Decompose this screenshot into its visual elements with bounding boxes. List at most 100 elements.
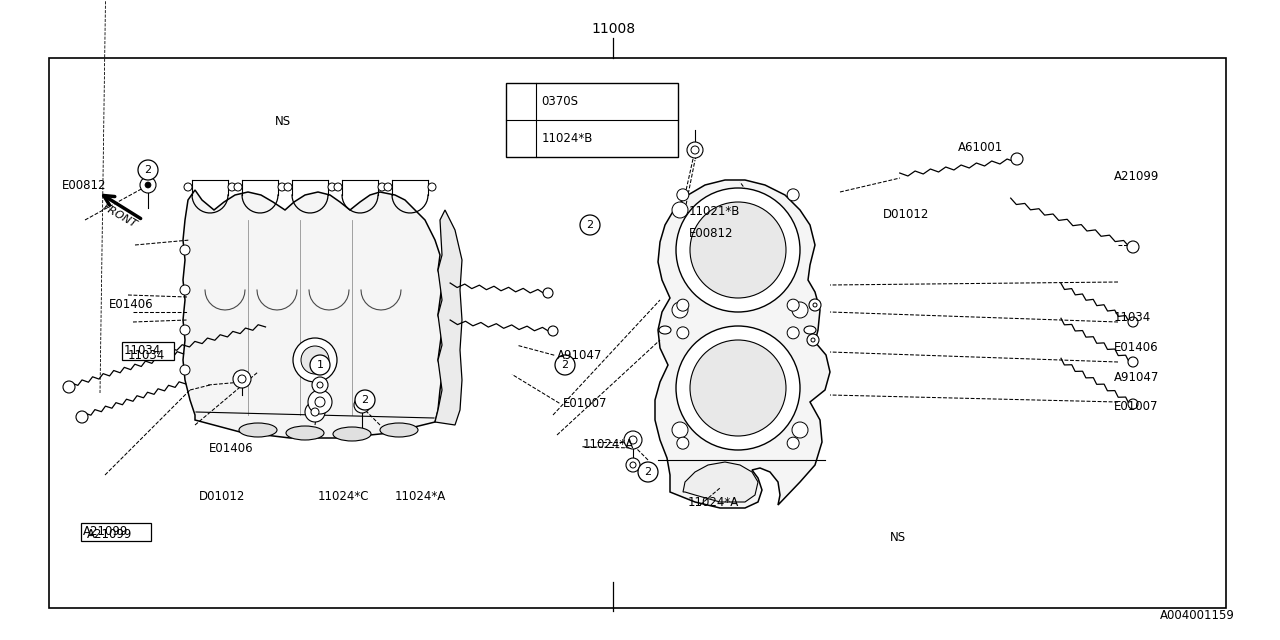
Circle shape: [687, 142, 703, 158]
Circle shape: [384, 183, 392, 191]
Circle shape: [626, 458, 640, 472]
Text: E01406: E01406: [109, 298, 154, 310]
Text: A91047: A91047: [557, 349, 602, 362]
Circle shape: [677, 189, 689, 201]
Text: D01012: D01012: [198, 490, 244, 502]
Text: E01007: E01007: [563, 397, 608, 410]
Circle shape: [138, 160, 157, 180]
Text: 11024*C: 11024*C: [317, 490, 369, 502]
Circle shape: [310, 355, 330, 375]
Circle shape: [358, 402, 365, 408]
Ellipse shape: [285, 426, 324, 440]
Text: 11021*B: 11021*B: [689, 205, 740, 218]
Circle shape: [672, 202, 689, 218]
Circle shape: [140, 177, 156, 193]
Text: 11008: 11008: [591, 22, 635, 36]
Circle shape: [278, 183, 285, 191]
Circle shape: [145, 182, 151, 188]
Circle shape: [308, 390, 332, 414]
Circle shape: [625, 431, 643, 449]
Circle shape: [691, 146, 699, 154]
Bar: [506, 83, 678, 157]
Text: A91047: A91047: [1114, 371, 1158, 384]
Ellipse shape: [239, 423, 276, 437]
Text: 11034: 11034: [124, 344, 161, 357]
Text: 0370S: 0370S: [541, 95, 579, 108]
Circle shape: [813, 303, 817, 307]
Circle shape: [355, 390, 375, 410]
Circle shape: [180, 365, 189, 375]
Polygon shape: [435, 210, 462, 425]
Circle shape: [238, 375, 246, 383]
Circle shape: [787, 299, 799, 311]
Circle shape: [787, 437, 799, 449]
Circle shape: [1128, 399, 1138, 409]
Text: 11034: 11034: [1114, 311, 1151, 324]
Text: E01406: E01406: [209, 442, 253, 454]
Circle shape: [317, 382, 323, 388]
Polygon shape: [183, 190, 442, 438]
Circle shape: [284, 183, 292, 191]
Text: 1: 1: [517, 97, 524, 107]
Text: D01012: D01012: [883, 208, 929, 221]
Bar: [49, 58, 1226, 608]
Circle shape: [556, 355, 575, 375]
Circle shape: [677, 327, 689, 339]
Circle shape: [809, 299, 820, 311]
Circle shape: [677, 437, 689, 449]
Circle shape: [180, 245, 189, 255]
Bar: [81, 523, 151, 541]
Circle shape: [228, 183, 236, 191]
Text: E01007: E01007: [1114, 400, 1158, 413]
Bar: [122, 342, 174, 360]
Text: 11024*A: 11024*A: [687, 496, 739, 509]
Text: 1: 1: [316, 360, 324, 370]
Text: NS: NS: [275, 115, 292, 128]
Text: 11034: 11034: [128, 349, 165, 362]
Circle shape: [293, 338, 337, 382]
Text: 11024*A: 11024*A: [582, 438, 634, 451]
Circle shape: [792, 422, 808, 438]
Ellipse shape: [380, 423, 419, 437]
Circle shape: [233, 370, 251, 388]
Circle shape: [328, 183, 335, 191]
Circle shape: [355, 397, 370, 413]
Ellipse shape: [333, 427, 371, 441]
Circle shape: [787, 327, 799, 339]
Text: E00812: E00812: [61, 179, 106, 192]
Circle shape: [512, 129, 530, 147]
Circle shape: [792, 302, 808, 318]
Circle shape: [676, 188, 800, 312]
Polygon shape: [684, 462, 758, 502]
Circle shape: [548, 326, 558, 336]
Text: 2: 2: [517, 133, 524, 143]
Text: 11024*A: 11024*A: [394, 490, 445, 502]
Text: A21099: A21099: [87, 528, 132, 541]
Circle shape: [672, 422, 689, 438]
Circle shape: [234, 183, 242, 191]
Circle shape: [630, 462, 636, 468]
Circle shape: [161, 344, 173, 356]
Circle shape: [180, 285, 189, 295]
Circle shape: [184, 183, 192, 191]
Circle shape: [76, 411, 88, 423]
Circle shape: [512, 93, 530, 111]
Text: A21099: A21099: [83, 525, 128, 538]
Circle shape: [1128, 317, 1138, 327]
Circle shape: [690, 340, 786, 436]
Circle shape: [806, 334, 819, 346]
Text: 2: 2: [361, 395, 369, 405]
Circle shape: [1011, 153, 1023, 165]
Circle shape: [305, 402, 325, 422]
Circle shape: [690, 202, 786, 298]
FancyArrowPatch shape: [104, 195, 141, 218]
Circle shape: [312, 377, 328, 393]
Circle shape: [677, 299, 689, 311]
Text: A61001: A61001: [957, 141, 1002, 154]
Circle shape: [676, 326, 800, 450]
Circle shape: [543, 288, 553, 298]
Circle shape: [1128, 357, 1138, 367]
Text: 11024*B: 11024*B: [541, 132, 593, 145]
Text: A004001159: A004001159: [1161, 609, 1235, 622]
Circle shape: [180, 325, 189, 335]
